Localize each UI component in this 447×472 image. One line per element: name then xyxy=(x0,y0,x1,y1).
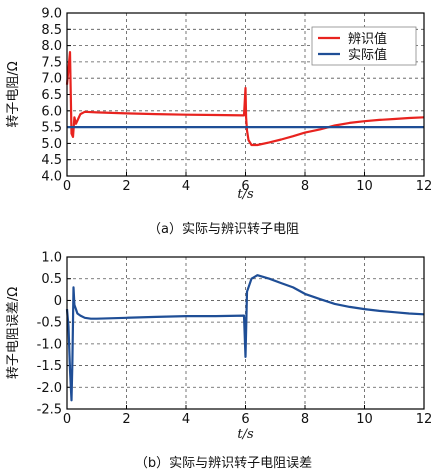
y-tick-label: 4.0 xyxy=(41,170,62,185)
legend-label: 实际值 xyxy=(348,47,387,63)
x-tick-label: 10 xyxy=(356,412,373,427)
y-tick-label: 8.0 xyxy=(41,39,62,54)
y-tick-label: 5.5 xyxy=(41,121,62,136)
rotor-resistance-chart: 0 2 4 6 8 10 12 4.0 4.55.05.5 6.06.57.0 7.58.08.59… xyxy=(6,7,432,203)
x-tick-label: 12 xyxy=(416,179,433,194)
legend-label: 辨识值 xyxy=(348,31,387,47)
plot-frame xyxy=(66,12,425,177)
y-tick-label: -2.0 xyxy=(37,381,62,396)
legend-box xyxy=(311,26,417,66)
chart-a-caption: （a）实际与辨识转子电阻 xyxy=(148,222,299,237)
rotor-resistance-error-chart: 0 2 4 6 8 10 12 -2.5 -2.0 -1.5 -1.0 -0.5 0 0.5 1.0 t/s 转… xyxy=(6,251,432,443)
series-line-0 xyxy=(65,274,425,402)
x-tick-label: 8 xyxy=(301,412,309,427)
y-tick-label: 7.0 xyxy=(41,72,62,87)
x-axis-label: t/s xyxy=(237,427,254,442)
series-line-named-0 xyxy=(65,50,425,147)
x-tick-label: 10 xyxy=(356,179,373,194)
x-tick-label: 8 xyxy=(301,179,309,194)
y-axis-label: 转子电阻/Ω xyxy=(6,61,21,127)
y-tick-label: 8.5 xyxy=(41,23,62,38)
x-tick-label: 4 xyxy=(182,179,190,194)
x-tick-label: 6 xyxy=(241,179,249,194)
y-tick-label: 7.5 xyxy=(41,55,62,70)
x-tick-label: 4 xyxy=(182,412,190,427)
x-tick-label: 0 xyxy=(63,179,71,194)
x-tick-label: 0 xyxy=(63,412,71,427)
x-tick-label: 2 xyxy=(122,179,130,194)
y-tick-label: -2.5 xyxy=(37,403,62,418)
y-tick-label: 4.5 xyxy=(41,153,62,168)
y-axis-label: 转子电阻误差/Ω xyxy=(6,287,21,379)
y-tick-label: 9.0 xyxy=(41,7,62,22)
y-tick-label: 6.0 xyxy=(41,104,62,119)
plot-frame xyxy=(66,256,425,410)
y-tick-label: -1.0 xyxy=(37,337,62,352)
chart-b-caption: （b）实际与辨识转子电阻误差 xyxy=(134,456,313,471)
y-tick-label: -0.5 xyxy=(37,316,62,331)
y-tick-label: 0.5 xyxy=(41,272,62,287)
x-tick-label: 6 xyxy=(241,412,249,427)
y-tick-label: 1.0 xyxy=(41,251,62,266)
y-tick-label: 5.0 xyxy=(41,137,62,152)
x-axis-label: t/s xyxy=(237,187,254,202)
y-tick-label: -1.5 xyxy=(37,359,62,374)
y-tick-label: 0 xyxy=(54,294,62,309)
y-tick-label: 6.5 xyxy=(41,88,62,103)
x-tick-label: 2 xyxy=(122,412,130,427)
x-tick-label: 12 xyxy=(416,412,433,427)
